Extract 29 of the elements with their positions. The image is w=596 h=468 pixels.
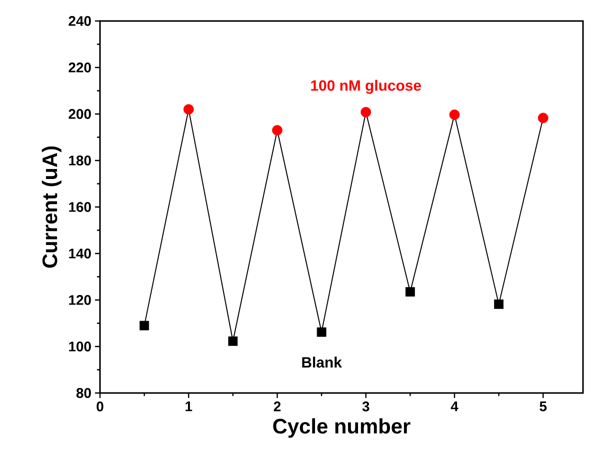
x-tick-label: 5 (540, 402, 547, 412)
y-tick-label: 80 (76, 388, 91, 398)
y-tick-label: 240 (68, 16, 91, 26)
y-tick-label: 220 (68, 62, 91, 72)
y-tick-label: 120 (69, 295, 91, 305)
x-tick-label: 0 (96, 402, 104, 412)
point (228, 336, 238, 346)
series-label: 100 nM glucose (311, 80, 421, 94)
point (360, 106, 372, 118)
y-tick-label: 100 (69, 342, 91, 352)
x-tick-label: 2 (274, 402, 281, 412)
y-tick-label: 200 (68, 109, 91, 119)
series-label: Blank (302, 356, 342, 368)
point (538, 112, 548, 124)
y-tick-label: 160 (69, 202, 91, 212)
x-axis-title: Cycle number (273, 418, 410, 438)
x-tick-label: 3 (362, 402, 370, 412)
point (405, 287, 415, 297)
x-tick-label: 4 (450, 402, 458, 412)
x-tick-label: 1 (186, 402, 192, 412)
point (183, 104, 194, 115)
point (140, 320, 150, 330)
y-tick-label: 140 (69, 248, 91, 258)
y-axis-title: Current (uA) (42, 146, 62, 268)
y-tick-label: 180 (69, 156, 91, 166)
point (316, 327, 326, 337)
point (272, 125, 282, 136)
point (494, 299, 504, 309)
point (449, 109, 460, 120)
